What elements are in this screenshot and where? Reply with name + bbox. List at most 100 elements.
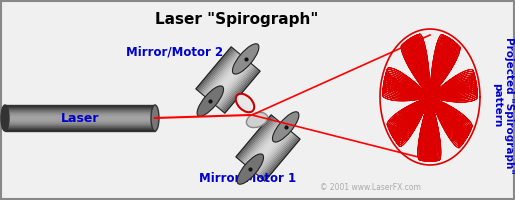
Polygon shape: [251, 128, 287, 171]
Text: Laser "Spirograph": Laser "Spirograph": [155, 12, 319, 27]
Polygon shape: [223, 70, 259, 112]
Bar: [5, 130, 155, 131]
Ellipse shape: [232, 44, 259, 74]
Polygon shape: [198, 48, 234, 91]
Polygon shape: [261, 136, 297, 179]
Ellipse shape: [236, 94, 254, 112]
Ellipse shape: [151, 105, 159, 131]
Bar: [5, 126, 155, 128]
Polygon shape: [201, 52, 238, 95]
Ellipse shape: [1, 105, 9, 131]
Polygon shape: [214, 62, 250, 105]
Polygon shape: [207, 56, 243, 99]
Bar: [5, 128, 155, 129]
Bar: [5, 106, 155, 107]
Bar: [5, 111, 155, 112]
Polygon shape: [213, 61, 250, 104]
Polygon shape: [203, 53, 240, 96]
Polygon shape: [217, 65, 253, 108]
Polygon shape: [197, 48, 233, 90]
Bar: [5, 126, 155, 127]
Bar: [5, 112, 155, 113]
Polygon shape: [245, 122, 281, 165]
Polygon shape: [248, 125, 285, 168]
Polygon shape: [238, 117, 275, 160]
Text: © 2001 www.LaserFX.com: © 2001 www.LaserFX.com: [320, 184, 420, 192]
Polygon shape: [237, 116, 273, 158]
Polygon shape: [254, 130, 290, 173]
Bar: [5, 108, 155, 109]
Ellipse shape: [272, 112, 299, 142]
Polygon shape: [215, 63, 251, 106]
Polygon shape: [259, 134, 296, 177]
Polygon shape: [255, 131, 291, 174]
Polygon shape: [247, 124, 283, 167]
Polygon shape: [210, 59, 247, 102]
Polygon shape: [220, 67, 256, 110]
Bar: [5, 105, 155, 106]
Polygon shape: [216, 64, 252, 107]
Bar: [5, 105, 155, 131]
Polygon shape: [239, 118, 276, 161]
Bar: [5, 115, 155, 116]
Bar: [5, 123, 155, 124]
Polygon shape: [264, 138, 300, 181]
Bar: [5, 118, 155, 119]
Bar: [5, 110, 155, 111]
Polygon shape: [246, 123, 282, 166]
Ellipse shape: [246, 112, 268, 128]
Polygon shape: [204, 54, 241, 97]
Bar: [5, 127, 155, 128]
Bar: [5, 119, 155, 120]
Bar: [5, 110, 155, 111]
Polygon shape: [200, 50, 236, 93]
Bar: [5, 116, 155, 117]
Polygon shape: [256, 132, 293, 175]
Bar: [5, 109, 155, 110]
Bar: [5, 123, 155, 124]
Polygon shape: [243, 120, 279, 163]
Polygon shape: [219, 66, 255, 109]
Polygon shape: [262, 137, 298, 180]
Bar: [5, 106, 155, 107]
Polygon shape: [218, 65, 254, 108]
Bar: [5, 115, 155, 117]
Bar: [5, 107, 155, 108]
Polygon shape: [210, 58, 246, 101]
Polygon shape: [205, 55, 242, 98]
Polygon shape: [224, 70, 260, 113]
Bar: [5, 125, 155, 126]
Polygon shape: [201, 51, 237, 94]
Polygon shape: [257, 133, 294, 176]
Bar: [5, 121, 155, 122]
Bar: [5, 129, 155, 130]
Polygon shape: [258, 133, 295, 176]
Polygon shape: [260, 135, 296, 178]
Bar: [5, 117, 155, 118]
Bar: [5, 121, 155, 122]
Polygon shape: [242, 120, 278, 163]
Polygon shape: [250, 127, 287, 170]
Bar: [5, 128, 155, 130]
Bar: [5, 120, 155, 121]
Polygon shape: [238, 116, 274, 159]
Bar: [5, 113, 155, 115]
Polygon shape: [222, 69, 259, 112]
Polygon shape: [253, 129, 289, 172]
Polygon shape: [221, 68, 258, 111]
Bar: [5, 124, 155, 126]
Text: Mirror/Motor 1: Mirror/Motor 1: [199, 171, 297, 184]
Polygon shape: [208, 56, 244, 99]
Ellipse shape: [197, 86, 224, 116]
Polygon shape: [249, 126, 286, 169]
Bar: [5, 122, 155, 123]
Polygon shape: [252, 129, 288, 172]
Polygon shape: [196, 47, 232, 90]
Polygon shape: [236, 115, 272, 158]
Bar: [5, 130, 155, 132]
Text: Mirror/Motor 2: Mirror/Motor 2: [127, 46, 224, 58]
Polygon shape: [199, 49, 235, 92]
Bar: [5, 108, 155, 109]
Polygon shape: [209, 57, 245, 100]
Polygon shape: [211, 60, 248, 103]
